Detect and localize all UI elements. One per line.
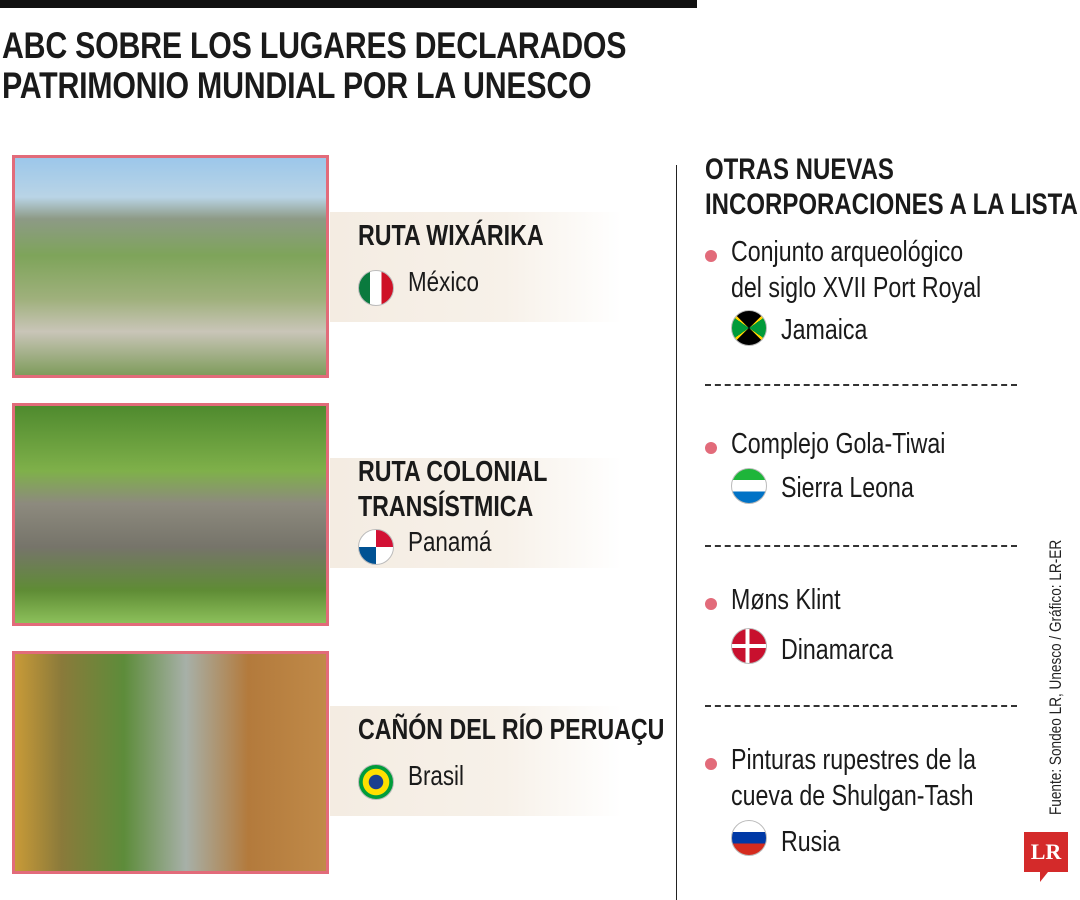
- site-name: RUTA WIXÁRIKA: [358, 220, 544, 252]
- brazil-flag-icon: [358, 764, 394, 800]
- item-name: del siglo XVII Port Royal: [731, 272, 982, 304]
- dashed-divider: [705, 705, 1017, 707]
- title-line: PATRIMONIO MUNDIAL POR LA UNESCO: [2, 65, 592, 106]
- column-divider: [676, 165, 677, 900]
- item-country: Dinamarca: [781, 634, 894, 666]
- photo-ruta-colonial: [12, 403, 329, 626]
- site-country: Brasil: [408, 760, 465, 791]
- item-country: Rusia: [781, 826, 841, 858]
- mexico-flag-icon: [358, 270, 394, 306]
- photo-ruta-wixarika: [12, 155, 329, 378]
- item-country: Jamaica: [781, 314, 868, 346]
- lr-logo: LR: [1024, 832, 1068, 882]
- bullet-icon: [705, 442, 717, 454]
- others-title: OTRAS NUEVAS INCORPORACIONES A LA LISTA: [705, 152, 1078, 222]
- jamaica-flag-icon: [731, 310, 767, 346]
- source-credit: Fuente: Sondeo LR, Unesco / Gráfico: LR-…: [1046, 539, 1065, 815]
- others-title-line: OTRAS NUEVAS: [705, 153, 894, 186]
- item-name: cueva de Shulgan-Tash: [731, 780, 974, 812]
- site-panel: CAÑÓN DEL RÍO PERUAÇU Brasil: [330, 706, 664, 816]
- photo-canon-peruacu: [12, 651, 329, 874]
- item-country: Sierra Leona: [781, 472, 914, 504]
- top-bar: [0, 0, 697, 8]
- bullet-icon: [705, 758, 717, 770]
- site-panel: RUTA WIXÁRIKA México: [330, 212, 622, 322]
- dashed-divider: [705, 545, 1017, 547]
- dashed-divider: [705, 384, 1017, 386]
- bullet-icon: [705, 250, 717, 262]
- site-name: RUTA COLONIAL: [358, 456, 548, 488]
- item-name: Complejo Gola-Tiwai: [731, 428, 946, 460]
- others-title-line: INCORPORACIONES A LA LISTA: [705, 188, 1078, 221]
- site-country: México: [408, 266, 479, 297]
- sierra-leone-flag-icon: [731, 468, 767, 504]
- panama-flag-icon: [358, 529, 394, 565]
- site-name: CAÑÓN DEL RÍO PERUAÇU: [358, 714, 665, 746]
- denmark-flag-icon: [731, 628, 767, 664]
- bullet-icon: [705, 598, 717, 610]
- site-panel: RUTA COLONIAL TRANSÍSTMICA Panamá: [330, 456, 622, 568]
- russia-flag-icon: [731, 820, 767, 856]
- item-name: Conjunto arqueológico: [731, 236, 964, 268]
- item-name: Pinturas rupestres de la: [731, 744, 977, 776]
- page-title: ABC SOBRE LOS LUGARES DECLARADOS PATRIMO…: [2, 26, 740, 106]
- item-name: Møns Klint: [731, 584, 841, 616]
- title-line: ABC SOBRE LOS LUGARES DECLARADOS: [2, 25, 627, 66]
- site-name: TRANSÍSTMICA: [358, 491, 534, 523]
- site-country: Panamá: [408, 526, 492, 557]
